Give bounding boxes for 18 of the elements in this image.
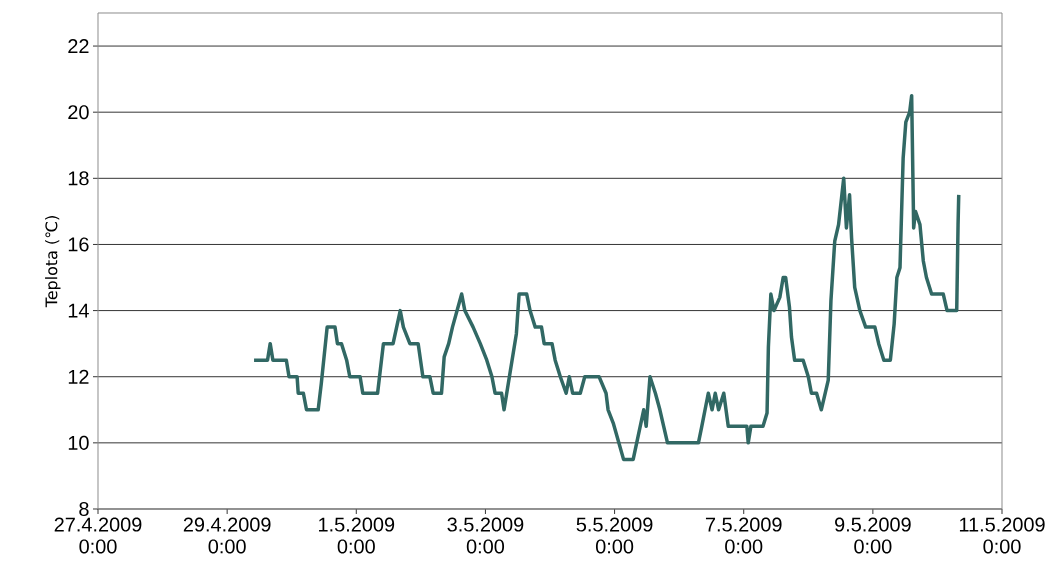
- y-tick-label: 8: [79, 501, 89, 517]
- x-tick-label: 29.4.2009 0:00: [183, 517, 271, 554]
- y-tick-label: 18: [68, 171, 89, 186]
- x-tick-label: 3.5.2009 0:00: [447, 517, 524, 554]
- x-tick-label: 11.5.2009 0:00: [959, 517, 1045, 554]
- y-tick-label: 20: [68, 105, 89, 120]
- y-tick-label: 14: [68, 303, 89, 318]
- x-tick-label: 7.5.2009 0:00: [705, 517, 782, 554]
- y-tick-label: 22: [68, 39, 89, 54]
- x-tick-label: 5.5.2009 0:00: [576, 517, 653, 554]
- y-axis-title: Teplota (℃): [45, 216, 61, 308]
- x-tick-label: 27.4.2009 0:00: [54, 517, 142, 554]
- line-series: [252, 93, 961, 462]
- y-tick-label: 16: [68, 237, 89, 252]
- y-tick-label: 10: [68, 435, 89, 450]
- x-tick-label: 9.5.2009 0:00: [835, 517, 911, 554]
- y-tick-label: 12: [68, 369, 89, 384]
- x-tick-label: 1.5.2009 0:00: [319, 517, 395, 554]
